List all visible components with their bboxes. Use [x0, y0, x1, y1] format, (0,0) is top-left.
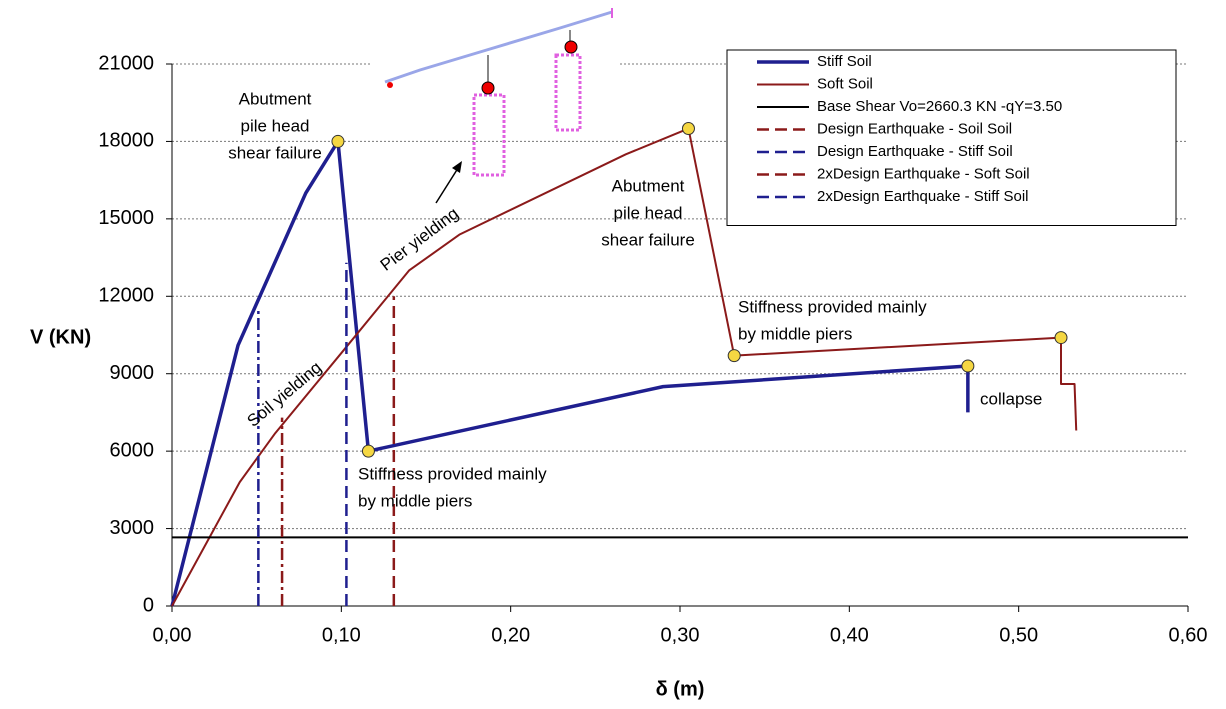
arrow-head — [452, 161, 462, 173]
page: {"chart_data": { "type": "line", "x_labe… — [0, 0, 1226, 709]
legend-label: Design Earthquake - Stiff Soil — [817, 143, 1013, 160]
y-tick-label: 6000 — [110, 439, 155, 461]
annotation: Stiffness provided mainly — [358, 464, 547, 483]
pile-group — [474, 95, 504, 175]
annotation: shear failure — [601, 230, 695, 249]
y-tick-label: 18000 — [98, 130, 154, 152]
bridge-model — [372, 8, 620, 203]
point-marker — [332, 135, 344, 147]
annotation: Abutment — [612, 176, 685, 195]
x-tick-label: 0,30 — [661, 624, 700, 646]
point-marker — [1055, 332, 1067, 344]
annotation: by middle piers — [358, 491, 472, 510]
annotation: by middle piers — [738, 324, 852, 343]
x-tick-label: 0,50 — [999, 624, 1038, 646]
legend-label: 2xDesign Earthquake - Soft Soil — [817, 165, 1030, 182]
legend-label: 2xDesign Earthquake - Stiff Soil — [817, 188, 1029, 205]
legend-label: Stiff Soil — [817, 53, 872, 70]
annotation: Stiffness provided mainly — [738, 297, 927, 316]
annotation: pile head — [613, 203, 682, 222]
legend-label: Base Shear Vo=2660.3 KN -qY=3.50 — [817, 98, 1062, 115]
y-tick-label: 3000 — [110, 517, 155, 539]
chart: 0 3000 6000 9000 12000 15000 18000 21000 0,00 0,1… — [0, 0, 1226, 709]
annotation: Abutment — [239, 89, 312, 108]
point-marker — [962, 360, 974, 372]
y-tick-label: 15000 — [98, 207, 154, 229]
y-tick-label: 21000 — [98, 52, 154, 74]
x-tick-label: 0,40 — [830, 624, 869, 646]
legend-label: Soft Soil — [817, 75, 873, 92]
point-marker — [728, 350, 740, 362]
x-tick-label: 0,10 — [322, 624, 361, 646]
y-tick-label: 9000 — [110, 362, 155, 384]
annotation: pile head — [240, 116, 309, 135]
annotation: shear failure — [228, 143, 322, 162]
annotation: Soil yielding — [243, 358, 325, 431]
x-tick-label: 0,60 — [1169, 624, 1208, 646]
y-axis-label: V (KN) — [30, 326, 91, 348]
node — [387, 82, 393, 88]
point-marker — [682, 123, 694, 135]
x-tick-label: 0,20 — [491, 624, 530, 646]
x-axis-label: δ (m) — [656, 678, 705, 700]
node — [482, 82, 494, 94]
legend-label: Design Earthquake - Soil Soil — [817, 120, 1012, 137]
node — [565, 41, 577, 53]
annotation: collapse — [980, 389, 1042, 408]
x-tick-label: 0,00 — [153, 624, 192, 646]
y-tick-label: 12000 — [98, 285, 154, 307]
y-tick-label: 0 — [143, 594, 154, 616]
point-marker — [362, 445, 374, 457]
